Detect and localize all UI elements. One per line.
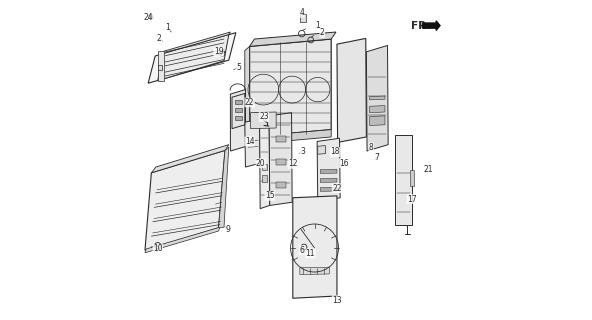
Text: 9: 9 bbox=[226, 225, 231, 234]
Polygon shape bbox=[259, 113, 270, 209]
Text: 16: 16 bbox=[339, 159, 349, 168]
Polygon shape bbox=[218, 147, 229, 228]
Polygon shape bbox=[300, 267, 329, 275]
Polygon shape bbox=[148, 33, 236, 83]
Polygon shape bbox=[230, 90, 246, 151]
Polygon shape bbox=[369, 96, 385, 100]
Polygon shape bbox=[337, 38, 366, 142]
Polygon shape bbox=[318, 146, 326, 154]
Polygon shape bbox=[317, 138, 340, 201]
Polygon shape bbox=[262, 175, 267, 182]
Polygon shape bbox=[260, 112, 262, 119]
Text: 14: 14 bbox=[244, 137, 255, 146]
Polygon shape bbox=[250, 112, 276, 129]
Polygon shape bbox=[145, 150, 225, 250]
Text: 22: 22 bbox=[332, 184, 342, 193]
Polygon shape bbox=[369, 106, 385, 113]
Text: 1: 1 bbox=[165, 23, 170, 32]
Polygon shape bbox=[369, 116, 385, 125]
Polygon shape bbox=[262, 164, 267, 170]
Text: 15: 15 bbox=[265, 191, 275, 200]
Text: 17: 17 bbox=[407, 195, 417, 204]
Text: 12: 12 bbox=[288, 159, 298, 168]
Polygon shape bbox=[269, 113, 292, 205]
Polygon shape bbox=[423, 21, 440, 30]
Text: 13: 13 bbox=[332, 296, 342, 305]
Text: 8: 8 bbox=[369, 143, 374, 152]
Text: 7: 7 bbox=[374, 153, 379, 162]
Polygon shape bbox=[234, 100, 242, 104]
Polygon shape bbox=[245, 130, 331, 145]
Text: 3: 3 bbox=[300, 147, 305, 156]
Text: FR.: FR. bbox=[411, 20, 430, 31]
Polygon shape bbox=[152, 145, 229, 173]
Polygon shape bbox=[234, 108, 242, 112]
Polygon shape bbox=[410, 170, 414, 186]
Polygon shape bbox=[320, 169, 337, 173]
Polygon shape bbox=[276, 182, 286, 188]
Text: 2: 2 bbox=[320, 28, 324, 37]
Text: 4: 4 bbox=[300, 8, 304, 17]
Polygon shape bbox=[245, 46, 250, 141]
Text: 22: 22 bbox=[245, 98, 255, 107]
Polygon shape bbox=[232, 93, 245, 129]
Polygon shape bbox=[157, 35, 229, 81]
Polygon shape bbox=[245, 119, 260, 167]
Text: 18: 18 bbox=[330, 148, 340, 156]
Text: 24: 24 bbox=[144, 13, 153, 22]
Polygon shape bbox=[394, 135, 412, 225]
Text: 11: 11 bbox=[305, 249, 315, 258]
Text: 2: 2 bbox=[157, 34, 162, 43]
Polygon shape bbox=[159, 65, 162, 70]
Polygon shape bbox=[320, 178, 337, 182]
Polygon shape bbox=[257, 112, 259, 119]
Polygon shape bbox=[300, 14, 305, 22]
Text: 5: 5 bbox=[236, 63, 241, 72]
Polygon shape bbox=[276, 136, 286, 142]
Polygon shape bbox=[276, 159, 286, 165]
Text: 6: 6 bbox=[300, 246, 304, 255]
Text: 21: 21 bbox=[423, 165, 433, 174]
Text: 23: 23 bbox=[259, 112, 269, 121]
Polygon shape bbox=[234, 116, 242, 120]
Polygon shape bbox=[162, 32, 230, 54]
Text: 20: 20 bbox=[256, 159, 266, 168]
Polygon shape bbox=[250, 32, 336, 46]
Polygon shape bbox=[145, 227, 220, 253]
Text: 10: 10 bbox=[153, 244, 163, 253]
Polygon shape bbox=[254, 112, 256, 119]
Text: 19: 19 bbox=[214, 47, 223, 56]
Polygon shape bbox=[320, 187, 337, 191]
Polygon shape bbox=[250, 39, 331, 137]
Circle shape bbox=[149, 15, 152, 19]
Polygon shape bbox=[366, 45, 388, 151]
Polygon shape bbox=[293, 196, 337, 298]
Polygon shape bbox=[157, 51, 164, 81]
Text: 1: 1 bbox=[315, 21, 320, 30]
